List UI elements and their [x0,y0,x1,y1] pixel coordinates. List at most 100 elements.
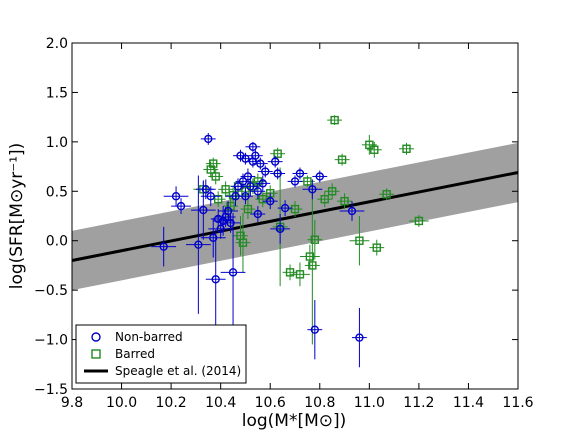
y-tick-label: −1.0 [34,333,68,349]
circle-marker [194,240,203,249]
square-marker [327,187,337,196]
non-barred-point [257,165,273,178]
barred-point [334,153,350,166]
non-barred-point [262,193,278,210]
non-barred-point [250,183,266,200]
non-barred-point [151,226,177,267]
barred-point [337,193,352,210]
y-tick-label: −0.5 [34,283,68,299]
x-tick-label: 10.4 [205,395,236,411]
non-barred-point [245,141,261,152]
non-barred-point [208,218,234,239]
square-marker [414,216,424,226]
non-barred-point [218,201,239,221]
circle-marker [266,196,275,206]
barred-point [399,142,414,155]
square-marker [206,165,215,174]
circle-marker [280,203,290,213]
y-axis-label: log(SFR[M⊙yr⁻¹]) [7,143,27,290]
square-marker [310,235,320,244]
x-tick-label: 10.2 [156,395,187,411]
circle-marker [246,182,255,191]
square-marker [290,204,300,214]
square-marker [372,243,381,252]
circle-marker [256,159,265,168]
data-points-layer [151,115,429,368]
x-tick-label: 11.6 [502,395,533,411]
square-marker [273,149,282,158]
circle-marker [248,142,258,152]
barred-point [240,199,256,219]
square-marker [305,252,315,261]
legend-non-barred-marker [91,332,101,342]
non-barred-point [171,198,191,215]
non-barred-point [240,168,256,185]
circle-marker [253,209,263,219]
circle-marker [176,201,186,211]
ticks-layer: 9.8 10.0 10.2 10.4 10.6 10.8 11.0 11.2 11.4 11.6 −… [34,36,534,411]
circle-marker [223,206,233,216]
x-tick-label: 10.6 [255,395,286,411]
circle-marker [159,242,168,251]
legend-barred-label: Barred [115,347,155,361]
circle-marker [270,157,280,166]
circle-marker [253,187,263,196]
square-marker [320,194,329,204]
circle-marker [308,185,317,194]
square-marker [355,236,364,245]
non-barred-point [205,229,226,329]
non-barred-point [302,179,323,200]
barred-point [366,141,382,158]
barred-point [408,215,429,227]
square-marker [243,204,253,214]
square-marker [382,190,391,199]
square-marker [365,140,374,150]
barred-point [282,264,298,281]
x-tick-label: 11.0 [354,395,385,411]
square-marker [370,145,379,154]
non-barred-point [351,307,367,368]
barred-point [290,262,310,287]
circle-marker [310,325,320,334]
circle-marker [228,268,238,277]
y-tick-label: 2.0 [46,36,68,52]
circle-marker [209,233,218,242]
square-marker [238,238,248,247]
square-marker [340,196,349,206]
square-marker [258,194,267,204]
non-barred-point [307,300,323,360]
legend-fit-label: Speagle et al. (2014) [115,364,241,378]
non-barred-point [220,213,241,233]
barred-point [205,157,221,170]
y-tick-label: 1.0 [46,135,68,151]
circle-marker [211,275,220,284]
circle-marker [275,224,285,234]
square-marker [295,270,305,279]
circle-marker [199,205,208,215]
non-barred-point [270,214,291,244]
x-tick-label: 9.8 [61,395,83,411]
square-marker [209,159,218,168]
circle-marker [201,185,211,194]
barred-point [287,201,303,217]
non-barred-point [277,200,293,216]
non-barred-point [287,175,303,188]
circle-marker [241,154,250,163]
square-marker [330,115,339,125]
legend-box [75,324,247,384]
square-marker [285,268,295,277]
non-barred-point [270,167,286,180]
circle-marker [238,177,248,186]
legend: Non-barred Barred Speagle et al. (2014) [75,324,247,384]
square-marker [213,194,223,204]
circle-marker [243,172,253,181]
y-tick-label: 1.5 [46,85,68,101]
square-marker [211,172,220,181]
square-marker [402,144,411,153]
circle-marker [241,192,250,201]
non-barred-point [163,186,189,207]
non-barred-point [242,176,258,197]
circle-marker [315,172,324,181]
non-barred-point [200,132,216,145]
non-barred-point [255,175,271,192]
